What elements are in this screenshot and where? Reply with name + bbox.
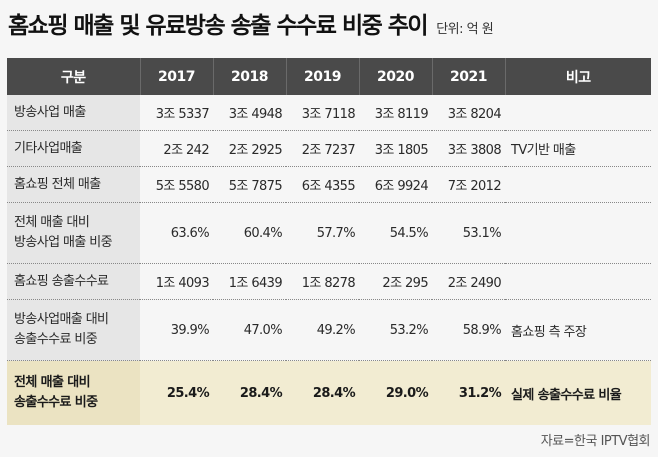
value-cell-2020: 29.0%: [359, 360, 432, 425]
row-label-line: 방송사업 매출: [14, 104, 86, 120]
value-cell-2020: 53.2%: [359, 299, 432, 361]
value-cell-2021: 3조 8204: [447, 107, 502, 122]
note-cell: [505, 95, 651, 131]
value-cell-2018: 47.0%: [213, 299, 286, 361]
row-label-line: 송출수수료 비중: [14, 332, 98, 347]
row-label: 홈쇼핑 송출수수료: [7, 263, 140, 300]
title-text: 홈쇼핑 매출 및 유료방송 송출 수수료 비중 추이: [8, 13, 429, 39]
row-label-line: 홈쇼핑 전체 매출: [14, 176, 101, 192]
value-cell-2021: 3조 3808: [432, 130, 505, 167]
value-cell-2018: 60.4%: [213, 202, 286, 264]
unit-label: 단위: 억 원: [436, 22, 494, 37]
value-cell-2017: 63.6%: [140, 202, 213, 264]
page-title: 홈쇼핑 매출 및 유료방송 송출 수수료 비중 추이 단위: 억 원: [8, 6, 494, 40]
row-label-line: 송출수수료 비중: [14, 395, 98, 410]
header-2018: 2018: [212, 58, 286, 95]
value-cell-2020: 6조 9924: [359, 166, 432, 203]
note-cell: TV기반 매출: [505, 130, 651, 167]
note-cell: 홈쇼핑 측 주장: [505, 299, 651, 361]
value-cell-2020: 2조 295: [359, 263, 432, 300]
value-cell-2021: 53.1%: [432, 202, 505, 264]
value-cell-2017: 25.4%: [140, 360, 213, 425]
row-label-line: 방송사업 매출 비중: [14, 235, 113, 250]
value-cell-2019: 49.2%: [286, 299, 359, 361]
value-cell-2017: 1조 4093: [140, 263, 213, 300]
value-cell-2018: 5조 7875: [213, 166, 286, 203]
value-cell-2019: 3조 7118: [301, 107, 356, 122]
row-label-line: 방송사업매출 대비: [14, 312, 109, 327]
value-cell-2017: 2조 242: [140, 130, 213, 167]
row-label-line: 기타사업매출: [14, 140, 83, 156]
header-2021: 2021: [431, 58, 505, 95]
value-cell-2020: 3조 1805: [359, 130, 432, 167]
table-row: 전체 매출 대비 송출수수료 비중 25.4% 28.4% 28.4% 29.0% 31.2…: [7, 360, 651, 425]
value-cell-2018: 1조 6439: [213, 263, 286, 300]
value-cell-2019: 28.4%: [286, 360, 359, 425]
note-cell: [505, 263, 651, 300]
table-row: 홈쇼핑 송출수수료 1조 4093 1조 6439 1조 8278 2조 295 2조 2…: [7, 263, 651, 300]
row-label: 홈쇼핑 전체 매출: [7, 166, 140, 203]
value-cell-2020: 3조 8119: [374, 107, 429, 122]
note-cell: 실제 송출수수료 비율: [505, 360, 651, 425]
row-label-line: 전체 매출 대비: [14, 215, 90, 230]
row-label: 방송사업 매출: [7, 95, 140, 131]
row-label-line: 홈쇼핑 송출수수료: [14, 273, 109, 289]
table-row: 방송사업 매출 3조 5337 3조 4948 3조 7118 3조 8119 3조 82…: [7, 95, 651, 131]
value-cell-2019: 2조 7237: [286, 130, 359, 167]
value-cell-2021: 58.9%: [432, 299, 505, 361]
data-table: 구분 2017 2018 2019 2020 2021 비고 방송사업 매출 3조…: [7, 58, 651, 425]
value-cell-2018: 28.4%: [213, 360, 286, 425]
value-cell-2018: 2조 2925: [213, 130, 286, 167]
value-cell-2019: 57.7%: [286, 202, 359, 264]
value-cell-2019: 1조 8278: [286, 263, 359, 300]
header-2019: 2019: [285, 58, 359, 95]
value-cell-2019: 6조 4355: [286, 166, 359, 203]
table-header-row: 구분 2017 2018 2019 2020 2021 비고: [7, 58, 651, 95]
value-cell-2021: 7조 2012: [432, 166, 505, 203]
row-label-line: 전체 매출 대비: [14, 375, 91, 390]
value-cell-2018: 3조 4948: [228, 107, 283, 122]
value-cell-2017: 3조 5337: [155, 107, 210, 122]
value-cell-2021: 2조 2490: [432, 263, 505, 300]
header-category: 구분: [7, 58, 140, 95]
table-row: 방송사업매출 대비 송출수수료 비중 39.9% 47.0% 49.2% 53.2% 58.…: [7, 299, 651, 361]
source-credit: 자료=한국 IPTV협회: [540, 434, 651, 449]
value-cell-2021: 31.2%: [432, 360, 505, 425]
header-2017: 2017: [139, 58, 213, 95]
table-row: 홈쇼핑 전체 매출 5조 5580 5조 7875 6조 4355 6조 9924 7조 …: [7, 166, 651, 203]
value-cell-2017: 39.9%: [140, 299, 213, 361]
header-note: 비고: [504, 58, 651, 95]
row-label: 기타사업매출: [7, 130, 140, 167]
value-cell-2020: 54.5%: [359, 202, 432, 264]
note-cell: [505, 202, 651, 264]
note-cell: [505, 166, 651, 203]
value-cell-2017: 5조 5580: [140, 166, 213, 203]
table-row: 전체 매출 대비 방송사업 매출 비중 63.6% 60.4% 57.7% 54.5% 53…: [7, 202, 651, 264]
table-row: 기타사업매출 2조 242 2조 2925 2조 7237 3조 1805 3조 3808…: [7, 130, 651, 167]
header-2020: 2020: [358, 58, 432, 95]
